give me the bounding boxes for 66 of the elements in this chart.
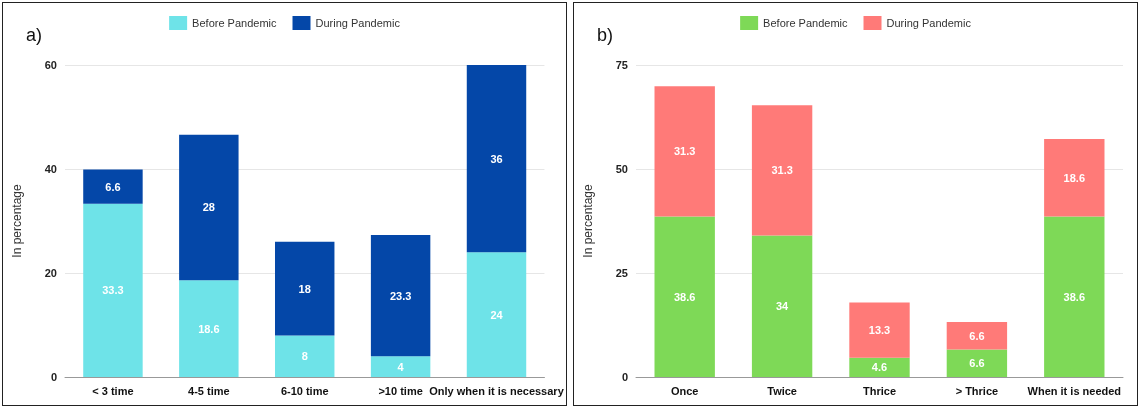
x-tick-label: >10 time — [378, 384, 423, 397]
legend-label: Before Pandemic — [192, 17, 277, 29]
data-label: 23.3 — [389, 289, 412, 302]
y-axis-title: In percentage — [581, 183, 595, 258]
x-tick-label: > Thrice — [955, 384, 999, 397]
bar — [751, 235, 813, 377]
x-tick-label: Twice — [767, 384, 797, 397]
data-label: 4 — [397, 360, 405, 373]
bar — [179, 280, 239, 377]
bar — [946, 349, 1008, 377]
bar — [83, 169, 143, 204]
data-label: 18.6 — [198, 322, 220, 335]
x-tick-label: Only when it is necessary — [429, 384, 565, 397]
data-label: 8 — [301, 350, 308, 363]
x-tick-label: < 3 time — [92, 384, 134, 397]
data-label: 4.6 — [871, 361, 888, 374]
y-tick-label: 0 — [50, 371, 57, 383]
data-label: 31.3 — [771, 164, 793, 177]
y-axis-title: In percentage — [10, 183, 24, 258]
bar — [275, 241, 335, 336]
bar — [466, 65, 527, 253]
data-label: 24 — [490, 308, 504, 321]
x-tick-label: 4-5 time — [188, 384, 230, 397]
y-tick-label: 40 — [44, 163, 57, 175]
legend-label: During Pandemic — [315, 17, 401, 29]
bar — [1044, 139, 1105, 217]
data-label: 18 — [298, 282, 311, 295]
data-label: 6.6 — [969, 329, 985, 342]
bar — [466, 252, 527, 377]
data-label: 6.6 — [105, 180, 121, 193]
data-label: 38.6 — [673, 290, 696, 303]
y-tick-label: 75 — [615, 59, 628, 71]
bar — [370, 356, 431, 377]
y-tick-label: 25 — [615, 267, 628, 279]
data-label: 31.3 — [673, 145, 696, 158]
x-tick-label: Once — [670, 384, 699, 397]
bar — [370, 235, 431, 357]
x-tick-label: When it is needed — [1027, 384, 1122, 397]
data-label: 36 — [490, 152, 503, 165]
bar — [849, 357, 910, 377]
bar — [1044, 216, 1105, 377]
chart-title: a) — [26, 25, 43, 45]
bar — [654, 86, 715, 217]
bar — [179, 134, 239, 281]
legend-label: During Pandemic — [886, 17, 972, 29]
x-tick-label: Thrice — [862, 384, 897, 397]
chart-title: b) — [597, 25, 614, 45]
y-tick-label: 0 — [621, 371, 628, 383]
y-tick-label: 60 — [44, 59, 57, 71]
bar — [83, 203, 143, 377]
data-label: 38.6 — [1063, 290, 1086, 303]
y-tick-label: 50 — [615, 163, 628, 175]
data-label: 33.3 — [102, 284, 124, 297]
data-label: 18.6 — [1063, 171, 1086, 184]
legend-label: Before Pandemic — [763, 17, 848, 29]
bar — [946, 322, 1008, 350]
data-label: 13.3 — [868, 324, 891, 337]
data-label: 6.6 — [969, 357, 985, 370]
bar — [654, 216, 715, 377]
bar — [275, 335, 335, 377]
y-tick-label: 20 — [44, 267, 57, 279]
data-label: 34 — [775, 300, 790, 313]
data-label: 28 — [202, 201, 215, 214]
x-tick-label: 6-10 time — [280, 384, 329, 397]
bar — [751, 105, 813, 236]
bar — [849, 302, 910, 358]
